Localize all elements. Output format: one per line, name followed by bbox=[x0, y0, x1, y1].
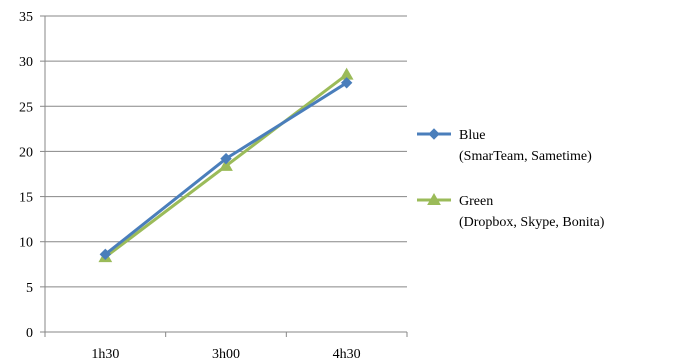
legend-marker-blue bbox=[428, 128, 440, 140]
y-tick-label: 20 bbox=[19, 145, 33, 160]
x-tick-label: 4h30 bbox=[333, 347, 361, 362]
x-tick-label: 3h00 bbox=[212, 347, 240, 362]
y-tick-label: 0 bbox=[26, 326, 33, 341]
y-tick-label: 10 bbox=[19, 236, 33, 251]
y-tick-label: 5 bbox=[26, 281, 33, 296]
data-point-blue bbox=[220, 152, 232, 165]
x-tick-label: 1h30 bbox=[91, 347, 119, 362]
y-tick-label: 35 bbox=[19, 10, 33, 25]
legend: Blue (SmarTeam, Sametime) Green (Dropbox, S… bbox=[417, 128, 605, 230]
data-point-blue bbox=[340, 77, 353, 89]
y-tick-label: 25 bbox=[19, 100, 33, 115]
gridlines bbox=[45, 15, 407, 288]
y-tick-label: 30 bbox=[19, 55, 33, 70]
legend-sublabel-blue: (SmarTeam, Sametime) bbox=[459, 149, 592, 164]
series-group bbox=[98, 67, 354, 263]
data-point-blue bbox=[99, 248, 112, 261]
legend-marker-green bbox=[427, 192, 441, 205]
legend-label-blue: Blue bbox=[459, 128, 485, 143]
y-tick-labels: 0 5 10 15 20 25 30 35 bbox=[19, 10, 33, 341]
y-tick-label: 15 bbox=[19, 191, 33, 206]
data-point-green bbox=[219, 158, 233, 171]
axes bbox=[40, 15, 408, 337]
legend-label-green: Green bbox=[459, 194, 493, 209]
x-tick-labels: 1h30 3h00 4h30 bbox=[91, 347, 360, 362]
legend-sublabel-green: (Dropbox, Skype, Bonita) bbox=[459, 215, 605, 230]
